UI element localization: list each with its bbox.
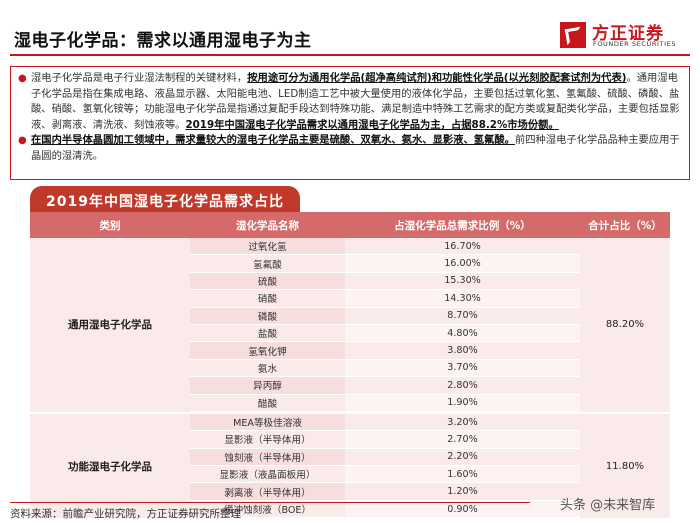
chemical-name-cell: 显影液（半导体用） bbox=[190, 431, 345, 448]
chemical-name-cell: 缓冲蚀刻液（BOE） bbox=[190, 500, 345, 518]
group-rows: 过氧化氢 16.70% 氢氟酸 16.00% 硫酸 15.30% 硝酸 14.30% 磷酸 8.7… bbox=[190, 238, 580, 412]
chemical-name-cell: MEA等极佳溶液 bbox=[190, 413, 345, 431]
header-total-share: 合计占比（%） bbox=[588, 219, 662, 232]
header-chemical-name: 湿化学品名称 bbox=[236, 219, 299, 232]
table-group: 通用湿电子化学品 过氧化氢 16.70% 氢氟酸 16.00% 硫酸 15.30% 硝酸 14.… bbox=[30, 238, 670, 412]
bullet-highlight-text: 在国内半导体晶圆加工领域中，需求量较大的湿电子化学品主要是硫酸、双氧水、氨水、显… bbox=[31, 134, 515, 147]
share-cell: 0.90% bbox=[345, 500, 580, 518]
table-row: 氢氧化钾 3.80% bbox=[190, 342, 580, 360]
bullet-highlight-text: 2019年中国湿电子化学品需求以通用湿电子化学品为主，占据88.2%市场份额。 bbox=[185, 118, 559, 131]
bullet-highlight-text: 按用途可分为通用化学品(超净高纯试剂)和功能性化学品(以光刻胶配套试剂为代表) bbox=[247, 72, 627, 84]
group-rows: MEA等极佳溶液 3.20% 显影液（半导体用） 2.70% 蚀刻液（半导体用） 2.20… bbox=[190, 413, 580, 519]
logo-name: 方正证券 bbox=[592, 24, 664, 44]
page-title: 湿电子化学品：需求以通用湿电子为主 bbox=[14, 31, 312, 51]
share-cell: 14.30% bbox=[345, 290, 580, 307]
page-header: 湿电子化学品：需求以通用湿电子为主 方正证券 FOUNDER SECURITIE… bbox=[0, 0, 700, 58]
category-cell: 通用湿电子化学品 bbox=[30, 238, 190, 412]
table-row: 磷酸 8.70% bbox=[190, 307, 580, 325]
chemical-name-cell: 醋酸 bbox=[190, 394, 345, 411]
chemical-name-cell: 氢氟酸 bbox=[190, 255, 345, 272]
table-title-ribbon: 2019年中国湿电子化学品需求占比 bbox=[30, 186, 300, 214]
summary-box: ● 湿电子化学品是电子行业湿法制程的关键材料，按用途可分为通用化学品(超净高纯试剂… bbox=[10, 66, 690, 180]
chemical-name-cell: 蚀刻液（半导体用） bbox=[190, 448, 345, 466]
share-cell: 2.70% bbox=[345, 431, 580, 448]
share-cell: 8.70% bbox=[345, 307, 580, 324]
table-row: 硝酸 14.30% bbox=[190, 290, 580, 308]
table-row: 盐酸 4.80% bbox=[190, 324, 580, 343]
chemical-name-cell: 过氧化氢 bbox=[190, 238, 345, 255]
table-row: 剥离液（半导体用） 1.20% bbox=[190, 483, 580, 501]
table-header-row: 类别 湿化学品名称 占湿化学品总需求比例（%） 合计占比（%） bbox=[30, 212, 670, 238]
bullet-dot-icon: ● bbox=[18, 135, 27, 147]
share-cell: 4.80% bbox=[345, 324, 580, 342]
share-cell: 3.70% bbox=[345, 359, 580, 377]
table-body: 通用湿电子化学品 过氧化氢 16.70% 氢氟酸 16.00% 硫酸 15.30% 硝酸 14.… bbox=[30, 238, 670, 519]
category-cell: 功能湿电子化学品 bbox=[30, 413, 190, 519]
header-share: 占湿化学品总需求比例（%） bbox=[394, 219, 531, 232]
share-cell: 16.70% bbox=[345, 238, 580, 255]
chemical-name-cell: 硝酸 bbox=[190, 290, 345, 307]
table-group: 功能湿电子化学品 MEA等极佳溶液 3.20% 显影液（半导体用） 2.70% 蚀刻液（半… bbox=[30, 413, 670, 519]
share-cell: 15.30% bbox=[345, 272, 580, 290]
founder-securities-logo: 方正证券 FOUNDER SECURITIES bbox=[560, 20, 690, 56]
chemical-name-cell: 氢氧化钾 bbox=[190, 342, 345, 359]
chemical-name-cell: 盐酸 bbox=[190, 324, 345, 342]
bullet-paragraph: ● 湿电子化学品是电子行业湿法制程的关键材料，按用途可分为通用化学品(超净高纯试剂… bbox=[18, 71, 681, 133]
share-cell: 3.80% bbox=[345, 342, 580, 359]
bullet-text: 。通用湿电子化学品是指在集成电路、液晶显示器、太阳能电池、LED制造工艺中被大量… bbox=[31, 72, 680, 131]
bullet-text: 前四种湿电子化学品品种主要应用于晶圆的湿清洗。 bbox=[31, 134, 680, 162]
header-divider bbox=[10, 54, 690, 56]
table-row: 缓冲蚀刻液（BOE） 0.90% bbox=[190, 500, 580, 519]
table-row: 氨水 3.70% bbox=[190, 359, 580, 378]
table-row: 显影液（液晶面板用） 1.60% bbox=[190, 466, 580, 484]
chemical-name-cell: 氨水 bbox=[190, 359, 345, 377]
chemical-name-cell: 剥离液（半导体用） bbox=[190, 483, 345, 500]
demand-table: 类别 湿化学品名称 占湿化学品总需求比例（%） 合计占比（%） 通用湿电子化学品… bbox=[30, 212, 670, 519]
share-cell: 3.20% bbox=[345, 413, 580, 431]
logo-english-name: FOUNDER SECURITIES bbox=[593, 40, 677, 48]
table-row: 氢氟酸 16.00% bbox=[190, 255, 580, 273]
table-row: MEA等极佳溶液 3.20% bbox=[190, 413, 580, 432]
total-share-cell: 11.80% bbox=[580, 413, 670, 519]
share-cell: 1.90% bbox=[345, 394, 580, 411]
source-note: 资料来源：前瞻产业研究院，方正证券研究所整理 bbox=[10, 508, 241, 520]
bullet-dot-icon: ● bbox=[18, 73, 27, 84]
logo-icon bbox=[560, 22, 586, 48]
share-cell: 2.80% bbox=[345, 377, 580, 394]
header-category: 类别 bbox=[99, 219, 121, 232]
watermark-text: 头条 @未来智库 bbox=[560, 498, 656, 513]
table-row: 过氧化氢 16.70% bbox=[190, 238, 580, 256]
group-separator bbox=[30, 411, 670, 414]
chemical-name-cell: 硫酸 bbox=[190, 272, 345, 290]
share-cell: 1.60% bbox=[345, 466, 580, 483]
total-share-cell: 88.20% bbox=[580, 238, 670, 412]
table-row: 异丙醇 2.80% bbox=[190, 377, 580, 395]
table-row: 硫酸 15.30% bbox=[190, 272, 580, 291]
bullet-text: 湿电子化学品是电子行业湿法制程的关键材料， bbox=[31, 72, 248, 84]
footer-divider bbox=[10, 502, 530, 503]
share-cell: 1.20% bbox=[345, 483, 580, 500]
table-title: 2019年中国湿电子化学品需求占比 bbox=[46, 194, 284, 210]
table-row: 显影液（半导体用） 2.70% bbox=[190, 431, 580, 449]
table-row: 醋酸 1.90% bbox=[190, 394, 580, 412]
chemical-name-cell: 显影液（液晶面板用） bbox=[190, 466, 345, 483]
bullet-paragraph: ● 在国内半导体晶圆加工领域中，需求量较大的湿电子化学品主要是硫酸、双氧水、氨水、… bbox=[18, 133, 681, 164]
chemical-name-cell: 异丙醇 bbox=[190, 377, 345, 394]
share-cell: 16.00% bbox=[345, 255, 580, 272]
share-cell: 2.20% bbox=[345, 448, 580, 466]
chemical-name-cell: 磷酸 bbox=[190, 307, 345, 324]
table-row: 蚀刻液（半导体用） 2.20% bbox=[190, 448, 580, 467]
